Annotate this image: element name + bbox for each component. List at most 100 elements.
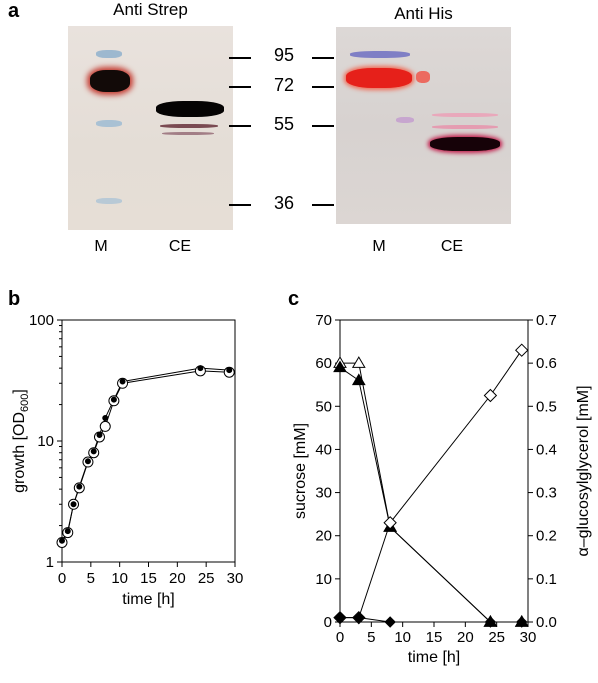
band-his-faint xyxy=(396,117,414,123)
panel-b-letter: b xyxy=(8,288,21,310)
y-left-tick-label: 70 xyxy=(315,312,332,329)
band-his-smear2 xyxy=(432,125,498,129)
band-his-marker-72b xyxy=(416,71,430,83)
mw-tick-95-left xyxy=(229,57,251,59)
y-left-tick-label: 30 xyxy=(315,485,332,502)
y-left-tick-label: 10 xyxy=(315,571,332,588)
series-3-point xyxy=(516,616,528,628)
panel-a-letter: a xyxy=(8,0,20,22)
mw-tick-72-right xyxy=(312,86,334,88)
series-2-point xyxy=(515,343,529,357)
chart-c-sucrose-glucosylglycerol: 0 5 10 15 20 25 30 0 10 20 30 40 50 60 70 0.0 0.1 0.2 0.3 0… xyxy=(292,312,592,666)
band-his-smear1 xyxy=(432,113,498,117)
mw-label-55: 55 xyxy=(273,114,294,134)
plot-frame xyxy=(61,319,236,563)
blot-anti-his-image xyxy=(336,27,511,224)
series-0-point xyxy=(351,356,366,368)
x-tick-label: 5 xyxy=(367,629,375,646)
mw-tick-95-right xyxy=(312,57,334,59)
x-tick-label: 15 xyxy=(426,629,443,646)
y-right-axis-label: α–glucosylglycerol [mM] xyxy=(575,385,592,556)
series-1-point xyxy=(119,378,126,385)
band-his-marker-72 xyxy=(346,68,412,88)
y-left-axis-label: sucrose [mM] xyxy=(292,423,309,519)
band-his-marker-95 xyxy=(350,51,410,58)
mw-label-95: 95 xyxy=(273,45,294,65)
series-2-line xyxy=(340,349,523,619)
series-3-point xyxy=(334,611,346,624)
x-tick-label: 30 xyxy=(520,629,537,646)
series-1-point xyxy=(70,501,77,508)
series-1-point xyxy=(102,414,109,421)
series-3-point xyxy=(484,616,497,628)
series-0-point xyxy=(99,420,111,432)
x-tick-label: 20 xyxy=(457,629,474,646)
lane-label-m-strep: M xyxy=(94,238,108,255)
y-right-tick-label: 0.4 xyxy=(536,441,557,458)
band-marker-36 xyxy=(96,198,122,204)
lane-label-m-his: M xyxy=(372,238,386,255)
band-marker-55 xyxy=(96,120,122,127)
series-1-point xyxy=(96,432,103,439)
panel-c-letter: c xyxy=(288,288,300,310)
x-axis-label: time [h] xyxy=(408,649,460,666)
y-tick-label: 1 xyxy=(46,554,54,571)
series-1-point xyxy=(90,448,97,455)
blot-anti-strep-image xyxy=(68,26,233,230)
y-right-tick-label: 0.3 xyxy=(536,485,557,502)
series-1-point xyxy=(64,528,71,535)
band-his-ce-main xyxy=(430,137,500,151)
band-marker-95 xyxy=(96,50,122,58)
mw-tick-72-left xyxy=(229,86,251,88)
blot-title-anti-strep: Anti Strep xyxy=(113,0,188,19)
series-1-point xyxy=(59,537,65,544)
y-left-tick-label: 50 xyxy=(315,398,332,415)
x-tick-label: 5 xyxy=(87,570,95,587)
y-left-tick-label: 0 xyxy=(324,614,332,631)
band-marker-72 xyxy=(90,70,130,92)
x-tick-label: 30 xyxy=(227,570,244,587)
y-left-tick-label: 20 xyxy=(315,528,332,545)
x-tick-label: 15 xyxy=(140,570,157,587)
mw-tick-55-right xyxy=(312,125,334,127)
series-1-point xyxy=(351,373,366,386)
x-tick-label: 20 xyxy=(169,570,186,587)
x-axis-label: time [h] xyxy=(122,591,174,608)
series-1-point xyxy=(76,483,83,490)
mw-label-36: 36 xyxy=(273,193,294,213)
y-right-tick-label: 0.0 xyxy=(536,614,557,631)
x-tick-label: 10 xyxy=(111,570,128,587)
lane-label-ce-strep: CE xyxy=(168,238,192,255)
y-tick-label: 10 xyxy=(37,433,54,450)
x-tick-label: 10 xyxy=(394,629,411,646)
mw-label-72: 72 xyxy=(273,75,294,95)
mw-tick-36-left xyxy=(229,204,251,206)
series-1-point xyxy=(197,365,204,372)
series-1-point xyxy=(333,360,347,373)
y-right-tick-label: 0.1 xyxy=(536,571,557,588)
series-3-point xyxy=(384,616,396,628)
lane-label-ce-his: CE xyxy=(440,238,464,255)
y-right-tick-label: 0.5 xyxy=(536,398,557,415)
series-3-point xyxy=(353,611,365,624)
y-right-tick-label: 0.6 xyxy=(536,355,557,372)
series-2-point xyxy=(383,516,397,530)
mw-tick-36-right xyxy=(312,204,334,206)
chart-b-growth: 0 5 10 15 20 25 30 1 10 100 time [h] growth [OD600] xyxy=(11,312,244,608)
series-1-point xyxy=(226,367,233,374)
y-left-tick-label: 40 xyxy=(315,441,332,458)
x-tick-label: 0 xyxy=(58,570,66,587)
band-ce-main xyxy=(156,101,224,117)
plot-frame xyxy=(339,319,529,623)
series-1-point xyxy=(84,458,91,465)
y-tick-label: 100 xyxy=(29,312,54,329)
band-ce-secondary xyxy=(160,124,218,128)
x-tick-label: 25 xyxy=(488,629,505,646)
y-right-tick-label: 0.2 xyxy=(536,528,557,545)
blot-title-anti-his: Anti His xyxy=(394,4,453,23)
x-tick-label: 0 xyxy=(336,629,344,646)
y-right-tick-label: 0.7 xyxy=(536,312,557,329)
series-0-line xyxy=(340,362,522,623)
series-1-line xyxy=(61,367,230,541)
band-ce-tertiary xyxy=(162,132,214,135)
